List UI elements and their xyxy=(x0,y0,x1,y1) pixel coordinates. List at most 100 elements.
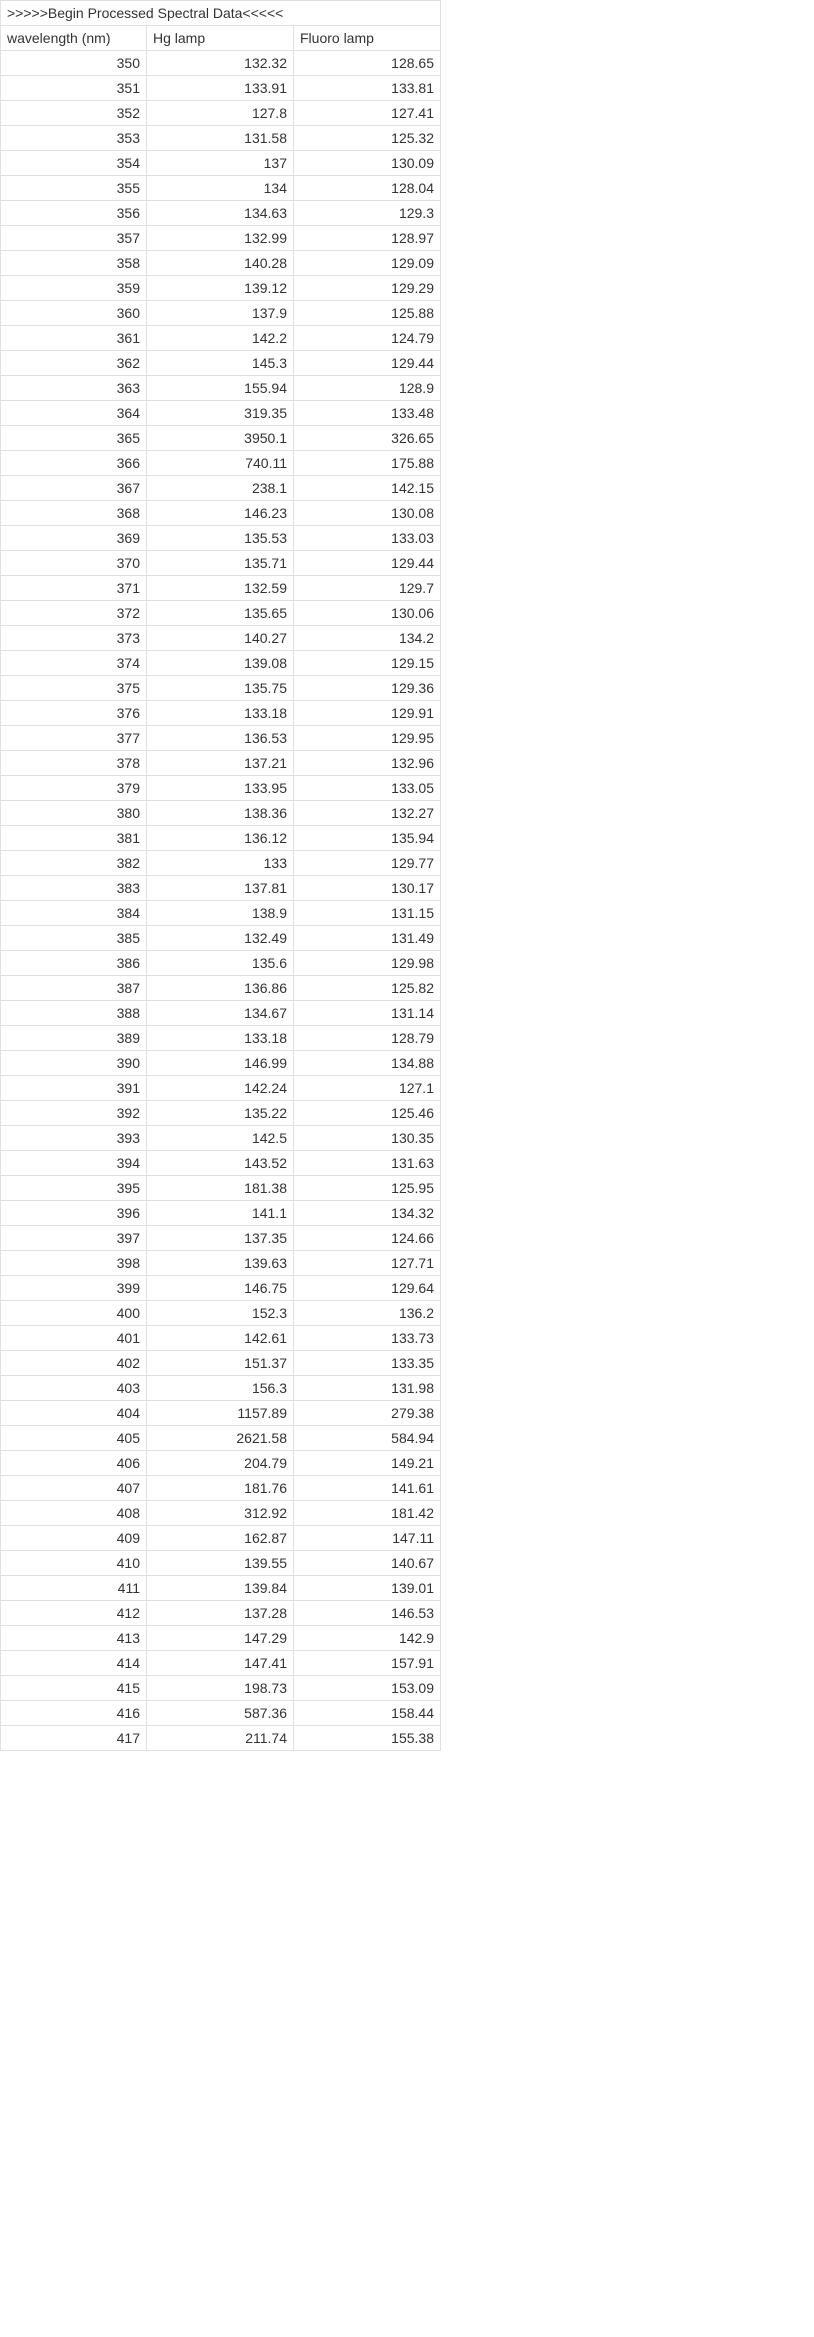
table-row: 410139.55140.67 xyxy=(1,1551,441,1576)
table-row: 376133.18129.91 xyxy=(1,701,441,726)
table-row: 356134.63129.3 xyxy=(1,201,441,226)
cell-wavelength: 388 xyxy=(1,1001,147,1026)
table-row: 355134128.04 xyxy=(1,176,441,201)
col-header-fluoro: Fluoro lamp xyxy=(294,26,441,51)
cell-fluoro: 125.46 xyxy=(294,1101,441,1126)
cell-wavelength: 366 xyxy=(1,451,147,476)
table-row: 360137.9125.88 xyxy=(1,301,441,326)
cell-hg: 147.29 xyxy=(147,1626,294,1651)
table-row: 402151.37133.35 xyxy=(1,1351,441,1376)
table-body: >>>>>Begin Processed Spectral Data<<<<< … xyxy=(1,1,441,1751)
cell-fluoro: 129.15 xyxy=(294,651,441,676)
cell-wavelength: 381 xyxy=(1,826,147,851)
cell-wavelength: 363 xyxy=(1,376,147,401)
cell-hg: 134 xyxy=(147,176,294,201)
cell-fluoro: 140.67 xyxy=(294,1551,441,1576)
table-row: 416587.36158.44 xyxy=(1,1701,441,1726)
table-row: 350132.32128.65 xyxy=(1,51,441,76)
cell-wavelength: 379 xyxy=(1,776,147,801)
cell-hg: 132.32 xyxy=(147,51,294,76)
cell-hg: 139.12 xyxy=(147,276,294,301)
col-header-hg: Hg lamp xyxy=(147,26,294,51)
cell-wavelength: 393 xyxy=(1,1126,147,1151)
cell-wavelength: 398 xyxy=(1,1251,147,1276)
table-row: 390146.99134.88 xyxy=(1,1051,441,1076)
cell-hg: 133.18 xyxy=(147,1026,294,1051)
cell-hg: 135.6 xyxy=(147,951,294,976)
cell-wavelength: 374 xyxy=(1,651,147,676)
cell-fluoro: 146.53 xyxy=(294,1601,441,1626)
cell-wavelength: 414 xyxy=(1,1651,147,1676)
cell-hg: 143.52 xyxy=(147,1151,294,1176)
cell-wavelength: 382 xyxy=(1,851,147,876)
cell-fluoro: 134.88 xyxy=(294,1051,441,1076)
cell-hg: 181.38 xyxy=(147,1176,294,1201)
cell-wavelength: 413 xyxy=(1,1626,147,1651)
cell-wavelength: 412 xyxy=(1,1601,147,1626)
cell-wavelength: 360 xyxy=(1,301,147,326)
table-row: 372135.65130.06 xyxy=(1,601,441,626)
cell-fluoro: 129.7 xyxy=(294,576,441,601)
cell-hg: 138.36 xyxy=(147,801,294,826)
cell-wavelength: 394 xyxy=(1,1151,147,1176)
cell-hg: 198.73 xyxy=(147,1676,294,1701)
table-row: 399146.75129.64 xyxy=(1,1276,441,1301)
cell-hg: 587.36 xyxy=(147,1701,294,1726)
cell-hg: 140.28 xyxy=(147,251,294,276)
cell-fluoro: 134.32 xyxy=(294,1201,441,1226)
cell-fluoro: 128.79 xyxy=(294,1026,441,1051)
cell-fluoro: 129.77 xyxy=(294,851,441,876)
cell-wavelength: 416 xyxy=(1,1701,147,1726)
cell-fluoro: 153.09 xyxy=(294,1676,441,1701)
table-header-row: wavelength (nm) Hg lamp Fluoro lamp xyxy=(1,26,441,51)
table-row: 354137130.09 xyxy=(1,151,441,176)
col-header-wavelength: wavelength (nm) xyxy=(1,26,147,51)
cell-fluoro: 129.44 xyxy=(294,551,441,576)
cell-hg: 137.81 xyxy=(147,876,294,901)
table-row: 415198.73153.09 xyxy=(1,1676,441,1701)
cell-hg: 146.23 xyxy=(147,501,294,526)
cell-wavelength: 417 xyxy=(1,1726,147,1751)
cell-wavelength: 415 xyxy=(1,1676,147,1701)
cell-hg: 134.63 xyxy=(147,201,294,226)
cell-fluoro: 129.64 xyxy=(294,1276,441,1301)
cell-hg: 135.53 xyxy=(147,526,294,551)
cell-hg: 152.3 xyxy=(147,1301,294,1326)
cell-wavelength: 355 xyxy=(1,176,147,201)
table-row: 374139.08129.15 xyxy=(1,651,441,676)
table-row: 379133.95133.05 xyxy=(1,776,441,801)
table-row: 4041157.89279.38 xyxy=(1,1401,441,1426)
cell-hg: 133.91 xyxy=(147,76,294,101)
table-row: 384138.9131.15 xyxy=(1,901,441,926)
cell-wavelength: 369 xyxy=(1,526,147,551)
cell-fluoro: 130.08 xyxy=(294,501,441,526)
cell-hg: 740.11 xyxy=(147,451,294,476)
table-row: 398139.63127.71 xyxy=(1,1251,441,1276)
cell-hg: 136.53 xyxy=(147,726,294,751)
table-row: 352127.8127.41 xyxy=(1,101,441,126)
cell-fluoro: 132.96 xyxy=(294,751,441,776)
cell-hg: 135.22 xyxy=(147,1101,294,1126)
cell-hg: 136.12 xyxy=(147,826,294,851)
cell-wavelength: 353 xyxy=(1,126,147,151)
cell-hg: 135.71 xyxy=(147,551,294,576)
table-row: 367238.1142.15 xyxy=(1,476,441,501)
cell-wavelength: 356 xyxy=(1,201,147,226)
cell-hg: 181.76 xyxy=(147,1476,294,1501)
table-row: 385132.49131.49 xyxy=(1,926,441,951)
table-row: 373140.27134.2 xyxy=(1,626,441,651)
table-row: 368146.23130.08 xyxy=(1,501,441,526)
cell-hg: 137.9 xyxy=(147,301,294,326)
cell-hg: 137.28 xyxy=(147,1601,294,1626)
cell-hg: 133 xyxy=(147,851,294,876)
cell-wavelength: 406 xyxy=(1,1451,147,1476)
cell-fluoro: 129.09 xyxy=(294,251,441,276)
cell-fluoro: 129.44 xyxy=(294,351,441,376)
cell-fluoro: 127.41 xyxy=(294,101,441,126)
cell-hg: 133.18 xyxy=(147,701,294,726)
cell-fluoro: 149.21 xyxy=(294,1451,441,1476)
table-row: 383137.81130.17 xyxy=(1,876,441,901)
cell-wavelength: 377 xyxy=(1,726,147,751)
table-row: 401142.61133.73 xyxy=(1,1326,441,1351)
cell-wavelength: 405 xyxy=(1,1426,147,1451)
